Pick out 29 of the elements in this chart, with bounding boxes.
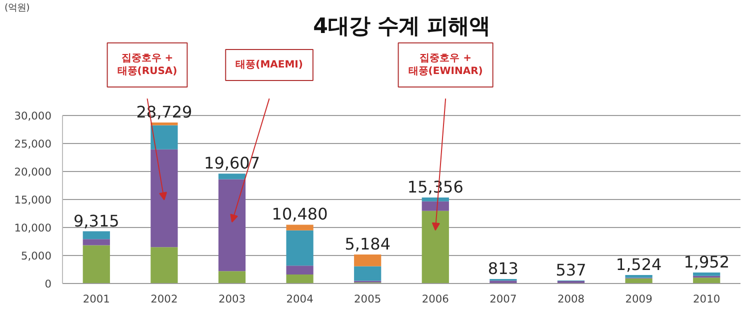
text: (억원) [4,2,30,14]
total-label: 9,315 [74,211,120,230]
x-tick-label: 2005 [354,292,382,306]
x-tick-label: 2004 [286,292,314,306]
x-tick-label: 2002 [150,292,178,306]
total-label: 537 [556,260,586,280]
y-tick-label: 25,000 [14,137,52,150]
total-label: 1,952 [684,252,730,272]
x-tick-label: 2007 [490,292,517,306]
y-tick-label: 30,000 [14,109,52,122]
x-tick-label: 2001 [82,292,110,306]
text: 태풍(MAEMI) [236,59,303,70]
total-label: 1,524 [616,254,662,274]
total-label: 5,184 [344,234,391,254]
x-tick-label: 2006 [422,292,450,306]
y-tick-label: 5,000 [20,249,52,262]
text: 집중호우 + 태풍(EWINAR) [408,52,483,78]
x-tick-label: 2003 [218,292,246,306]
y-tick-label: 0 [44,278,52,290]
y-tick-label: 10,000 [14,221,52,234]
x-tick-label: 2009 [625,292,653,306]
y-tick-label: 15,000 [14,193,52,206]
x-tick-label: 2008 [557,292,585,306]
x-tick-label: 2010 [693,292,720,306]
text: 집중호우 + 태풍(RUSA) [117,52,178,78]
chart-title: 4대강 수계 피해액 [313,14,490,39]
total-label: 10,480 [272,204,328,224]
y-tick-label: 20,000 [14,165,52,178]
total-label: 813 [488,258,518,278]
